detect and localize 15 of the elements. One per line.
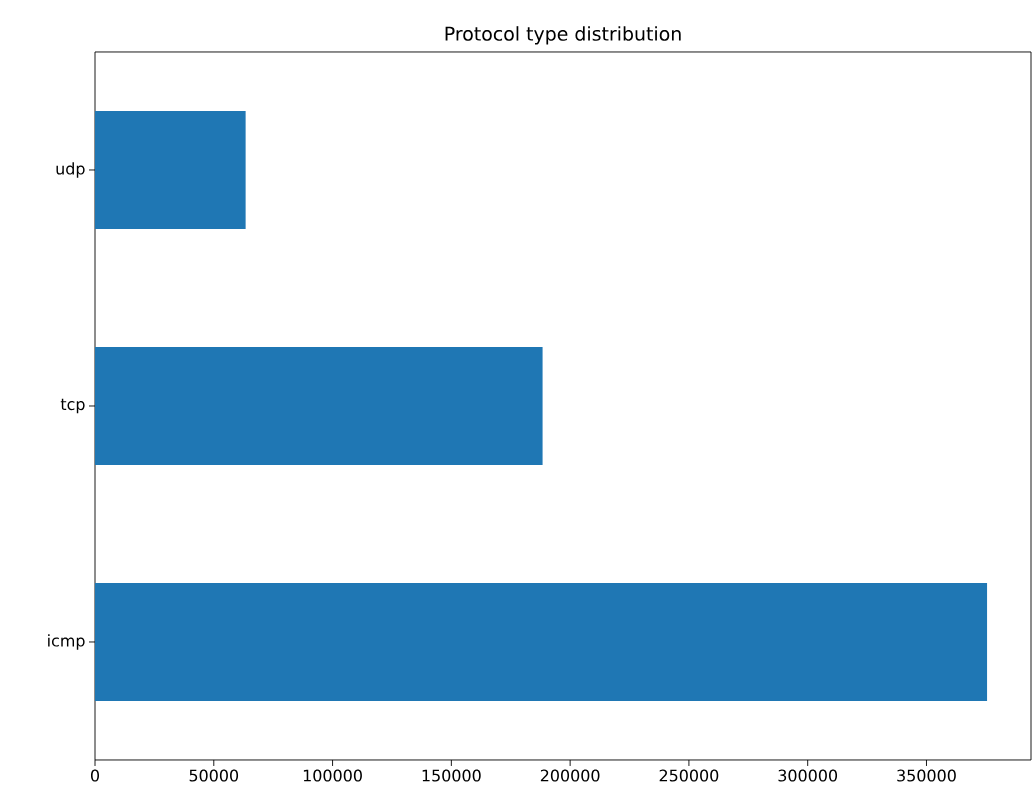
y-tick-label: udp xyxy=(56,162,85,178)
x-tick-label: 250000 xyxy=(659,769,719,782)
chart-title: Protocol type distribution xyxy=(445,26,681,45)
x-tick-label: 50000 xyxy=(189,769,239,782)
y-tick-label: icmp xyxy=(48,634,85,650)
bar xyxy=(95,582,988,701)
bar xyxy=(95,346,543,465)
x-tick-label: 300000 xyxy=(778,769,838,782)
x-tick-label: 350000 xyxy=(897,769,956,782)
y-tick-label: tcp xyxy=(60,398,85,414)
bar xyxy=(95,110,246,229)
x-tick-label: 100000 xyxy=(303,769,362,782)
x-tick-label: 0 xyxy=(90,769,100,782)
x-tick-label: 150000 xyxy=(422,769,481,782)
x-tick-label: 200000 xyxy=(540,769,600,782)
